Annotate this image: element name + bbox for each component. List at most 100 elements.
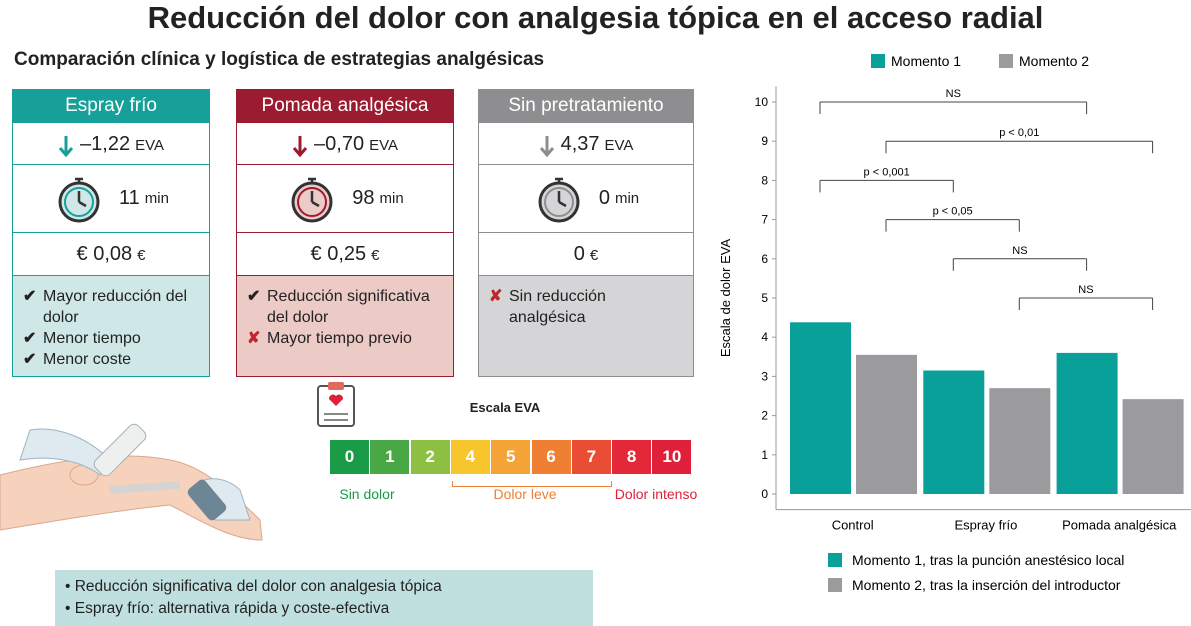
item-text: Sin reducción analgésica: [509, 288, 606, 326]
item-text: Mayor tiempo previo: [267, 330, 412, 347]
bar: [1056, 352, 1118, 494]
arrow: [292, 135, 308, 158]
legend-note-swatch: [828, 578, 842, 592]
arrow-icon: [58, 135, 74, 158]
item: ✘ Mayor tiempo previo: [247, 328, 443, 349]
illustration: [0, 423, 263, 541]
legend-note: Momento 1, tras la punción anestésico lo…: [852, 552, 1124, 568]
bracket-ends: [885, 219, 1020, 232]
bracket-ends: [952, 258, 1088, 271]
card: Pomada analgésica –0,70 EVA 98 min € 0,25 € ✔ Re…: [236, 89, 454, 377]
item-icon: ✘: [247, 330, 261, 347]
legend-label: Momento 1: [891, 53, 961, 69]
bar: [790, 322, 851, 494]
bracket-label: NS: [1012, 245, 1027, 257]
cost-value: € 0,25: [310, 243, 367, 265]
subtitle: Comparación clínica y logística de estra…: [14, 49, 545, 70]
time-row: 98 min: [236, 165, 454, 233]
summary-item: Reducción significativa del dolor con an…: [65, 576, 583, 598]
cost-unit: €: [137, 247, 146, 264]
cost-row: € 0,25 €: [236, 233, 454, 276]
legend-swatch: [871, 54, 885, 68]
card-items: ✔ Reducción significativa del dolor ✘ Mayor…: [236, 276, 454, 377]
card-items: ✘ Sin reducción analgésica: [478, 276, 694, 377]
change-unit: EVA: [369, 137, 398, 154]
legend-note: Momento 2, tras la inserción del introdu…: [852, 577, 1121, 593]
bar: [856, 354, 917, 494]
bar: [1122, 399, 1184, 494]
legend-note-swatch: [828, 553, 842, 567]
y-tick-label: 5: [761, 291, 768, 305]
hands: [554, 177, 567, 207]
eva-cell: 4: [450, 440, 490, 474]
bracket-ends: [885, 141, 1154, 154]
legend-swatch: [999, 54, 1013, 68]
eva-cell: 5: [491, 440, 531, 474]
change-value: –1,22: [80, 133, 131, 155]
summary-box: Reducción significativa del dolor con an…: [55, 570, 593, 626]
item: ✔ Menor coste: [23, 349, 199, 370]
bracket-ends: [819, 180, 954, 193]
y-tick-label: 10: [755, 95, 769, 109]
y-tick-label: 1: [761, 448, 768, 462]
item: ✘ Sin reducción analgésica: [489, 286, 683, 328]
eva-label: Sin dolor: [339, 486, 395, 502]
cost-row: € 0,08 €: [12, 233, 210, 276]
stopwatch-icon: [538, 177, 580, 222]
eva-cell: 7: [571, 440, 611, 474]
item-icon: ✔: [23, 330, 37, 347]
time-unit: min: [379, 190, 404, 207]
bracket-label: p < 0,05: [933, 206, 973, 218]
legend-label: Momento 2: [1019, 53, 1089, 69]
item-text: Reducción significativa del dolor: [267, 288, 430, 326]
change-unit: EVA: [135, 137, 164, 154]
dial-ring: [64, 186, 95, 217]
time-value: 98: [352, 187, 375, 209]
eva-cell: 8: [612, 440, 652, 474]
y-tick-label: 4: [761, 330, 768, 344]
eva-cell: 2: [410, 440, 450, 474]
bar: [989, 388, 1051, 494]
eva-cell: 6: [531, 440, 571, 474]
arrow-icon: [292, 135, 308, 158]
card-title: Espray frío: [12, 89, 210, 123]
title: Reducción del dolor con analgesia tópica…: [147, 0, 1044, 35]
eva-cell: 10: [652, 440, 692, 474]
eva-cell: 1: [370, 440, 410, 474]
y-axis-label: Escala de dolor EVA: [720, 239, 733, 358]
eva-label: Dolor intenso: [614, 486, 698, 502]
dial-ring: [297, 186, 328, 217]
y-tick-label: 0: [761, 487, 768, 501]
bracket-label: NS: [1078, 284, 1093, 296]
chart: 0 1 2 3 4 5 6 7 8 9 10 Escala de dolor EVA Control Es…: [720, 53, 1191, 593]
arrow: [539, 135, 554, 158]
item-icon: ✔: [23, 351, 37, 368]
y-tick-label: 2: [761, 409, 768, 423]
item: ✔ Menor tiempo: [23, 328, 199, 349]
item-text: Mayor reducción del dolor: [43, 288, 188, 326]
y-tick-label: 6: [761, 252, 768, 266]
time-value: 0: [598, 187, 610, 209]
card-items: ✔ Mayor reducción del dolor ✔ Menor tiempo ✔…: [12, 276, 210, 377]
bracket-label: p < 0,001: [864, 166, 910, 178]
item-icon: ✘: [489, 288, 503, 305]
time-value: 11: [119, 187, 140, 209]
card: Sin pretratamiento 4,37 EVA 0 min 0 € ✘ Sin redu…: [478, 89, 694, 377]
bracket-label: NS: [946, 88, 961, 100]
x-tick-label: Pomada analgésica: [1062, 518, 1177, 533]
change-value: –0,70: [314, 133, 365, 155]
change-row: –1,22 EVA: [12, 123, 210, 165]
bracket-ends: [819, 102, 1088, 114]
x-tick-label: Espray frío: [955, 518, 1018, 533]
item-text: Menor coste: [43, 351, 132, 368]
time-row: 0 min: [478, 165, 694, 233]
change-unit: EVA: [604, 137, 634, 154]
cost-value: € 0,08: [76, 243, 133, 265]
hands: [308, 177, 320, 207]
change-row: –0,70 EVA: [236, 123, 454, 165]
stopwatch-icon: [291, 177, 333, 222]
item-icon: ✔: [247, 288, 261, 305]
summary-item: Espray frío: alternativa rápida y coste-…: [65, 598, 583, 620]
change-row: 4,37 EVA: [478, 123, 694, 165]
